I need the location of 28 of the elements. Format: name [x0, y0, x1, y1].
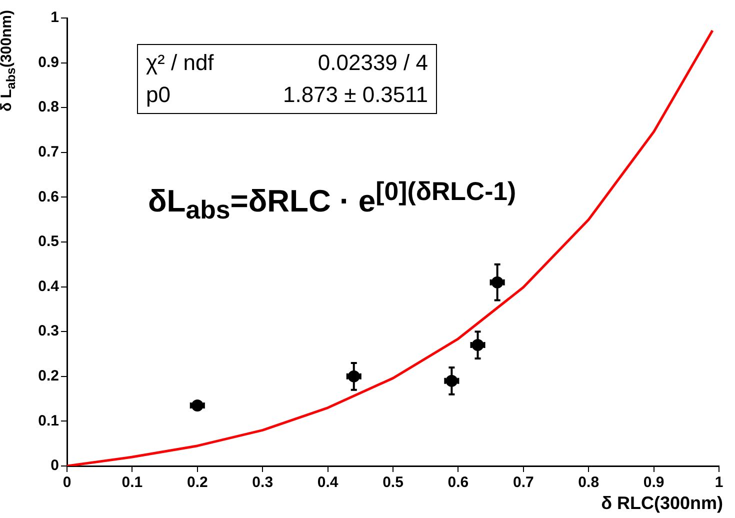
x-tick-label: 0.8	[578, 474, 600, 492]
annotation: 0.02339 / 4	[318, 49, 428, 77]
y-tick-label: 0.9	[38, 54, 59, 71]
x-tick-label: 0.1	[122, 474, 143, 492]
x-tick-label: 0.2	[186, 474, 208, 492]
y-tick-label: 1	[50, 9, 59, 26]
y-tick-label: 0.6	[38, 188, 59, 206]
y-tick-label: 0.1	[38, 412, 59, 430]
x-tick-label: 0.5	[382, 474, 404, 492]
x-tick-label: 0.6	[448, 474, 469, 492]
annotation: χ² / ndf	[146, 49, 214, 77]
y-tick-label: 0.8	[38, 98, 59, 116]
x-tick-label: 1	[714, 474, 724, 492]
y-tick-label: 0.3	[38, 322, 59, 340]
x-tick-label: 0.4	[317, 474, 339, 492]
y-tick-label: 0.5	[38, 233, 59, 250]
x-tick-label: 0.9	[643, 474, 664, 492]
x-tick-label: 0.7	[512, 474, 534, 492]
y-tick-label: 0.7	[38, 144, 59, 161]
y-tick-label: 0	[50, 457, 59, 474]
annotation: p0	[146, 81, 170, 109]
x-tick-label: 0	[62, 474, 72, 492]
annotation: δL$_{abs}$=δRLC · e$^{[0](δRLC-1)}$	[148, 178, 516, 226]
annotation: 1.873 ± 0.3511	[282, 81, 428, 109]
x-tick-label: 0.3	[252, 474, 274, 492]
y-tick-label: 0.4	[38, 278, 60, 295]
x-axis-title: δ RLC(300nm)	[601, 493, 723, 514]
y-tick-label: 0.2	[38, 368, 59, 385]
